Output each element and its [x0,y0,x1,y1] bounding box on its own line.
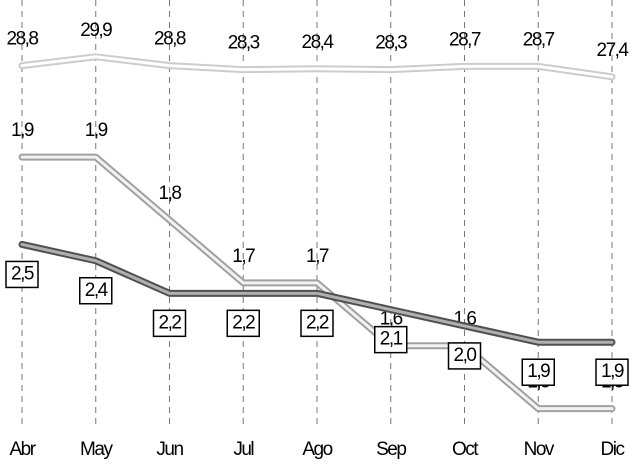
data-label: 28,8 [154,29,186,50]
x-tick-label: Jul [233,439,253,460]
label-box [595,358,629,386]
data-label: 2,2 [306,312,329,333]
label-box [521,358,555,386]
label-box [152,309,187,338]
label-box [300,309,334,338]
data-label: 2,2 [159,312,182,333]
data-label: 1,8 [159,183,182,204]
x-tick-label: Jun [156,439,183,460]
label-box [226,309,260,338]
data-label: 2,4 [85,280,109,301]
line-inner [20,55,614,79]
label-box [447,342,482,370]
data-label: 28,7 [523,29,555,50]
x-tick-label: Nov [524,439,555,460]
x-tick-label: Ago [302,439,332,460]
label-box [79,276,113,305]
data-label: 1,9 [527,361,550,382]
data-label: 28,4 [302,32,335,53]
x-tick-label: May [80,439,113,460]
x-tick-label: Dic [601,439,625,460]
x-tick-label: Oct [452,439,479,460]
line-inner [20,155,614,411]
data-label: 28,3 [228,33,260,54]
data-label: 1,9 [601,361,624,382]
data-label: 2,1 [380,329,403,350]
label-box [5,260,39,289]
data-label: 2,2 [232,312,255,333]
data-label: 1,9 [85,120,108,141]
data-label: 1,7 [306,246,329,267]
x-tick-label: Abr [9,439,36,460]
line-inner [20,242,614,344]
data-label: 2,0 [454,345,477,366]
data-label: 27,4 [597,40,630,61]
data-label: 28,3 [375,33,407,54]
data-label: 29,9 [80,20,112,41]
x-tick-label: Sep [376,439,406,460]
data-label: 28,7 [449,29,481,50]
data-label: 1,9 [11,120,34,141]
label-box [374,325,408,354]
data-label: 28,8 [7,29,39,50]
data-label: 2,5 [11,263,34,284]
data-label: 1,7 [232,246,255,267]
